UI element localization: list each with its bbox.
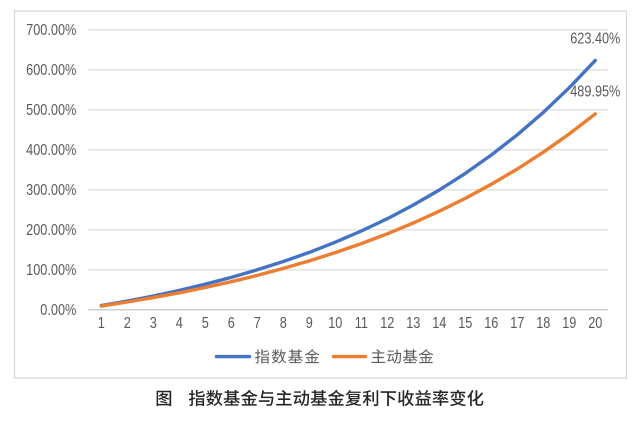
svg-text:700.00%: 700.00%: [26, 22, 76, 39]
svg-text:0.00%: 0.00%: [40, 302, 76, 319]
svg-text:15: 15: [458, 315, 472, 332]
svg-text:200.00%: 200.00%: [26, 222, 76, 239]
svg-text:19: 19: [562, 315, 576, 332]
svg-text:623.40%: 623.40%: [570, 30, 620, 47]
svg-text:489.95%: 489.95%: [570, 83, 620, 100]
svg-text:3: 3: [150, 315, 157, 332]
svg-text:2: 2: [124, 315, 131, 332]
svg-text:12: 12: [380, 315, 394, 332]
svg-text:500.00%: 500.00%: [26, 102, 76, 119]
svg-text:13: 13: [406, 315, 420, 332]
svg-text:9: 9: [306, 315, 313, 332]
svg-text:5: 5: [202, 315, 209, 332]
svg-text:6: 6: [228, 315, 235, 332]
svg-text:100.00%: 100.00%: [26, 262, 76, 279]
svg-text:300.00%: 300.00%: [26, 182, 76, 199]
svg-text:11: 11: [355, 315, 368, 332]
svg-text:8: 8: [280, 315, 287, 332]
svg-text:600.00%: 600.00%: [26, 62, 76, 79]
svg-text:14: 14: [432, 315, 446, 332]
svg-text:7: 7: [254, 315, 261, 332]
svg-text:16: 16: [484, 315, 498, 332]
svg-text:1: 1: [98, 315, 105, 332]
svg-text:20: 20: [588, 315, 602, 332]
svg-text:4: 4: [176, 315, 183, 332]
svg-text:400.00%: 400.00%: [26, 142, 76, 159]
svg-text:18: 18: [536, 315, 550, 332]
svg-text:10: 10: [328, 315, 342, 332]
svg-text:17: 17: [510, 315, 524, 332]
